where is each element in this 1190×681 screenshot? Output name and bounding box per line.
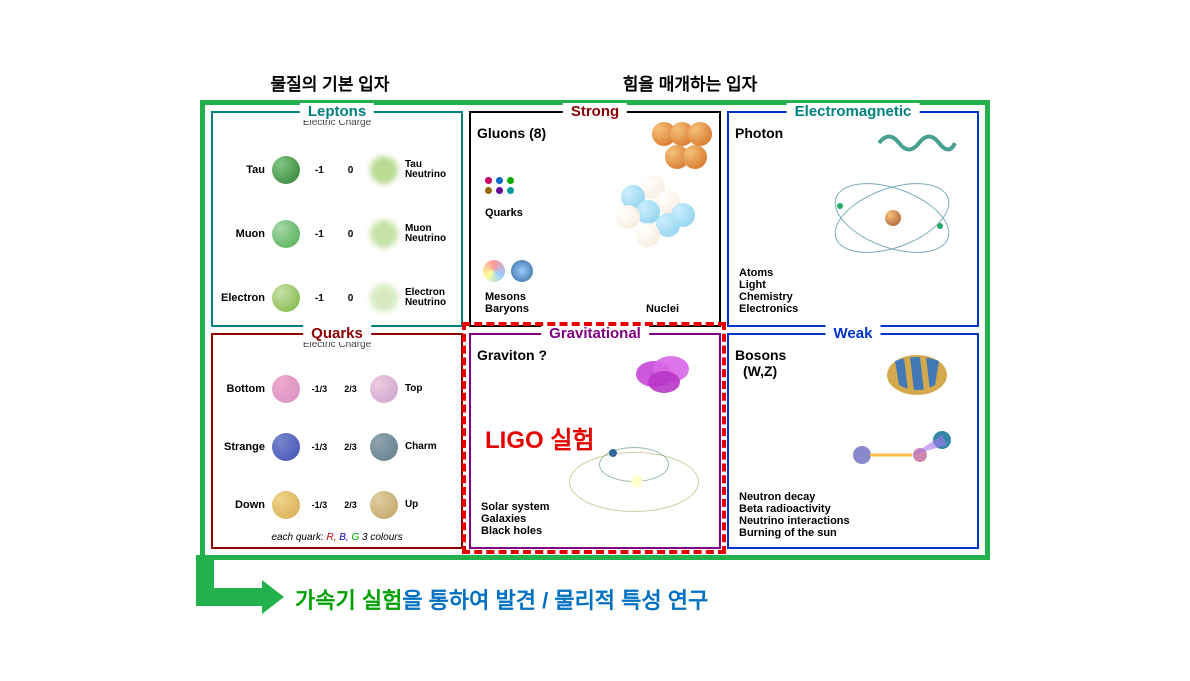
panel-title-quarks: Quarks xyxy=(303,325,371,342)
quark-row-bottom-top: Bottom -1/3 2/3 Top xyxy=(219,375,455,403)
panel-leptons: Leptons Electric Charge Tau -1 0 Tau Neu… xyxy=(211,111,463,327)
panel-title-leptons: Leptons xyxy=(300,103,374,120)
caption-research: 을 통하여 발견 / 물리적 특성 연구 xyxy=(402,588,708,613)
label-force-particles: 힘을 매개하는 입자 xyxy=(560,70,820,95)
boson-icon xyxy=(877,347,957,402)
meson-baryon-icon xyxy=(483,260,535,287)
solar-system-icon xyxy=(569,437,709,527)
lepton-row-muon: Muon -1 0 Muon Neutrino xyxy=(219,220,455,248)
top-labels: 물질의 기본 입자 힘을 매개하는 입자 xyxy=(200,70,990,95)
quark-dots-icon xyxy=(485,177,515,194)
quarks-small-label: Quarks xyxy=(485,207,523,219)
caption-accelerator: 가속기 실험 xyxy=(295,588,402,613)
quark-row-down-up: Down -1/3 2/3 Up xyxy=(219,491,455,519)
electron-neutrino-sphere xyxy=(370,284,398,312)
arrow-horizontal xyxy=(196,588,266,606)
gluon-cluster-icon xyxy=(655,125,709,171)
panel-weak: Weak Bosons (W,Z) xyxy=(727,333,979,549)
bottom-caption: 가속기 실험을 통하여 발견 / 물리적 특성 연구 xyxy=(295,583,708,615)
muon-sphere xyxy=(272,220,300,248)
green-outer-frame: Leptons Electric Charge Tau -1 0 Tau Neu… xyxy=(200,100,990,560)
leptons-rows: Tau -1 0 Tau Neutrino Muon -1 0 Muon Neu… xyxy=(219,138,455,330)
weak-list: Neutron decay Beta radioactivity Neutrin… xyxy=(739,491,850,539)
quarks-color-footer: each quark: R, B, G 3 colours xyxy=(213,532,461,543)
panel-quarks: Quarks Electric Charge Bottom -1/3 2/3 T… xyxy=(211,333,463,549)
panel-electromagnetic: Electromagnetic Photon Atoms Light Chemi… xyxy=(727,111,979,327)
graviton-icon xyxy=(629,349,699,399)
tau-neutrino-sphere xyxy=(370,156,398,184)
lepton-row-electron: Electron -1 0 Electron Neutrino xyxy=(219,284,455,312)
muon-neutrino-sphere xyxy=(370,220,398,248)
grav-list: Solar system Galaxies Black holes xyxy=(481,501,549,537)
nucleus-icon xyxy=(611,175,701,265)
main-diagram: Leptons Electric Charge Tau -1 0 Tau Neu… xyxy=(200,100,990,560)
mesons-baryons-label: Mesons Baryons xyxy=(485,291,529,315)
lepton-row-tau: Tau -1 0 Tau Neutrino xyxy=(219,156,455,184)
nuclei-label: Nuclei xyxy=(646,303,679,315)
label-matter-particles: 물질의 기본 입자 xyxy=(200,70,460,95)
electron-sphere xyxy=(272,284,300,312)
panel-grid: Leptons Electric Charge Tau -1 0 Tau Neu… xyxy=(205,105,985,555)
panel-title-weak: Weak xyxy=(826,325,881,342)
panel-title-em: Electromagnetic xyxy=(787,103,920,120)
arrow-head-icon xyxy=(262,580,284,614)
panel-title-grav: Gravitational xyxy=(541,325,649,342)
panel-title-strong: Strong xyxy=(563,103,627,120)
em-list: Atoms Light Chemistry Electronics xyxy=(739,267,798,315)
quark-row-strange-charm: Strange -1/3 2/3 Charm xyxy=(219,433,455,461)
photon-wave-icon xyxy=(877,128,957,158)
weak-decay-icon xyxy=(842,420,962,490)
panel-gravitational: Gravitational Graviton ? LIGO 실험 Solar s… xyxy=(469,333,721,549)
atom-orbit-icon xyxy=(827,168,957,268)
panel-strong: Strong Gluons (8) Quarks xyxy=(469,111,721,327)
quarks-rows: Bottom -1/3 2/3 Top Strange -1/3 2/3 Cha… xyxy=(219,360,455,534)
tau-sphere xyxy=(272,156,300,184)
